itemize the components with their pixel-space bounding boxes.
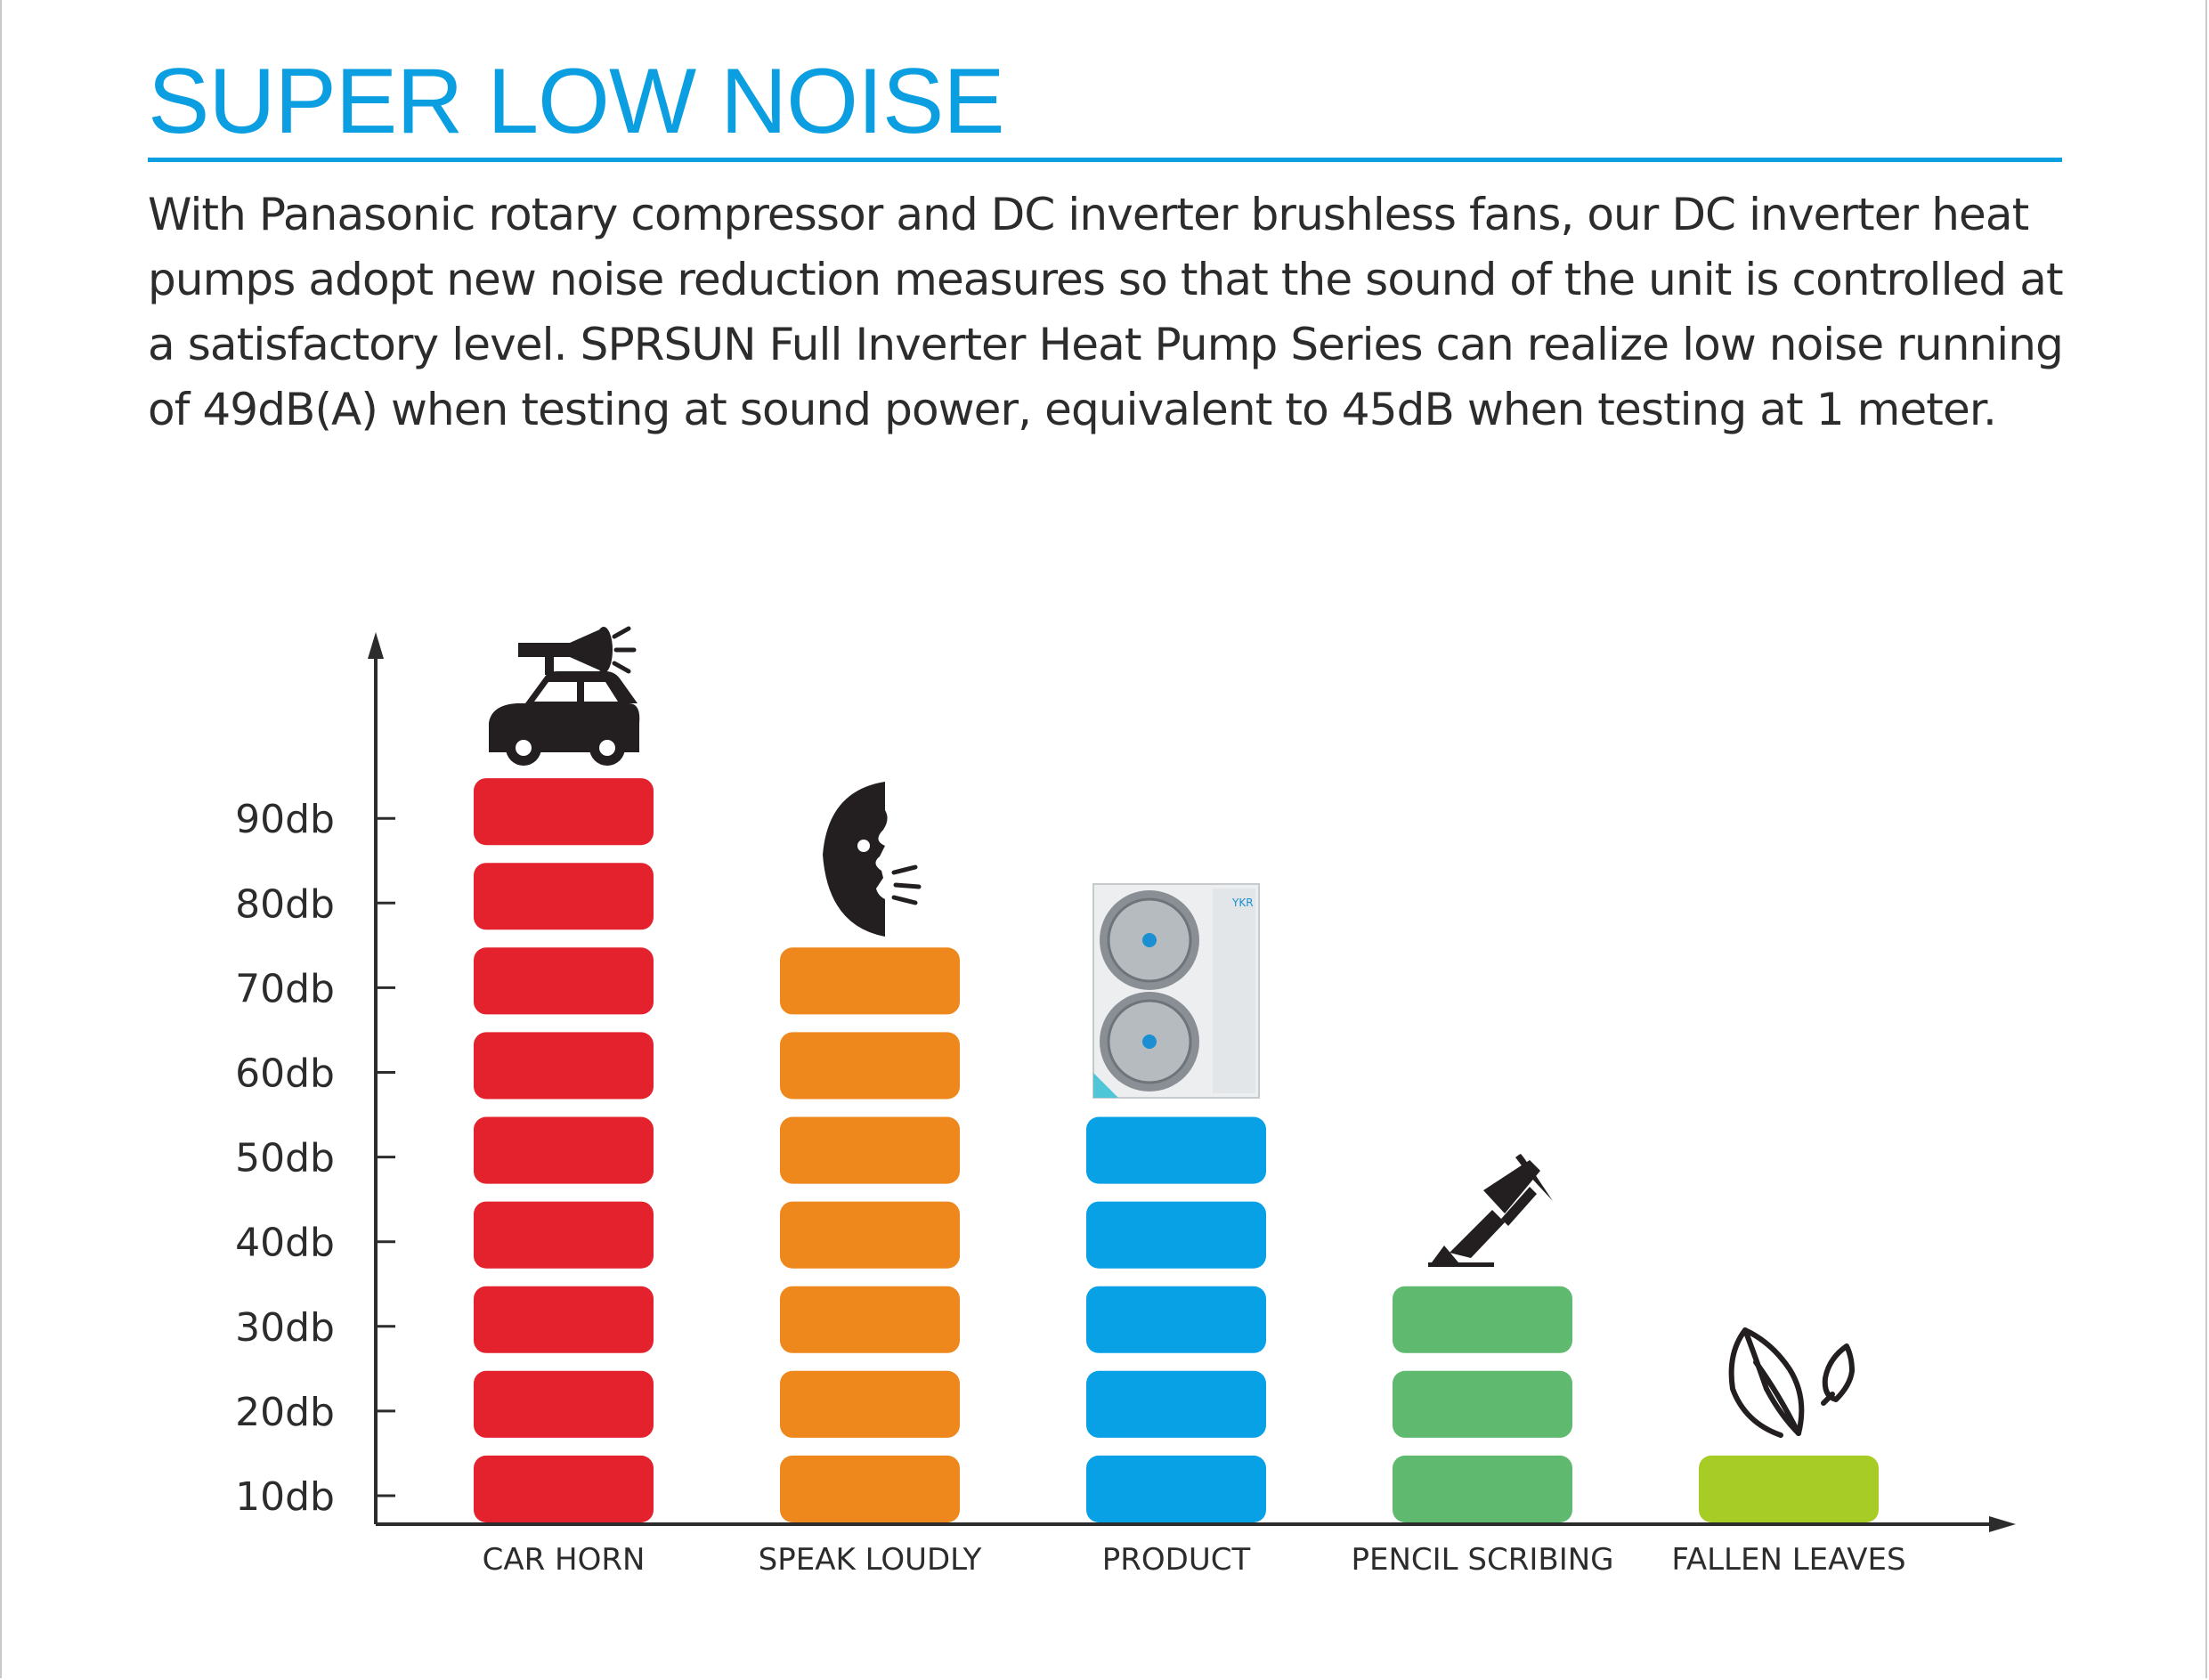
product-brand-label: YKR [1231,897,1254,909]
bar-segment [1086,1370,1266,1438]
bar-segment [1086,1455,1266,1522]
bar [474,778,654,1522]
bar-segment [1393,1286,1572,1353]
bar-segment [1086,1201,1266,1269]
y-tick-label: 30db [235,1305,335,1351]
bar-segment [1086,1286,1266,1353]
y-tick-label: 10db [235,1474,335,1520]
y-tick-label: 40db [235,1221,335,1266]
title-underline [148,158,2062,162]
y-axis-ticks: 10db 20db 30db 40db 50db 60db 70db 80db 90db [235,797,395,1520]
bar-segment [474,1032,654,1100]
x-category-label: PRODUCT [1102,1542,1251,1578]
bar [1393,1286,1572,1522]
bar [1086,1116,1266,1522]
bar-series [474,778,1879,1522]
page-title: SUPER LOW NOISE [148,50,1005,153]
y-tick-label: 70db [235,966,335,1011]
bar-segment [1393,1370,1572,1438]
heat-pump-unit-image: YKR [1092,883,1260,1099]
bar-segment [474,778,654,846]
bar-segment [474,1455,654,1522]
bar-segment [780,1116,960,1184]
y-tick-label: 80db [235,881,335,927]
bar-segment [474,1370,654,1438]
x-category-label: FALLEN LEAVES [1671,1542,1905,1578]
car-horn-icon [489,626,640,766]
bar-segment [474,863,654,930]
y-tick-label: 50db [235,1136,335,1181]
y-tick-label: 20db [235,1390,335,1435]
y-axis-arrow [368,632,384,659]
bar-segment [780,1455,960,1522]
bar-segment [780,1032,960,1100]
x-category-label: CAR HORN [483,1542,646,1578]
chart-axes [368,632,2016,1532]
x-category-label: SPEAK LOUDLY [759,1542,982,1578]
bar-segment [1699,1455,1879,1522]
intro-paragraph: With Panasonic rotary compressor and DC … [148,189,2064,435]
x-axis-labels: CAR HORN SPEAK LOUDLY PRODUCT PENCIL SCRIBI… [483,1542,1906,1578]
bar-segment [1393,1455,1572,1522]
x-axis-arrow [1989,1516,2016,1532]
bar-segment [474,1116,654,1184]
bar-segment [474,947,654,1015]
marker-pen-icon [1428,1154,1553,1267]
bar-segment [474,1286,654,1353]
leaves-icon [1728,1327,1855,1438]
bar [1699,1455,1879,1522]
bar-segment [780,1201,960,1269]
bar-segment [780,1370,960,1438]
y-tick-label: 90db [235,797,335,842]
x-category-label: PENCIL SCRIBING [1351,1542,1613,1578]
bar-segment [474,1201,654,1269]
speaking-face-icon [823,782,922,937]
bar-segment [780,1286,960,1353]
y-tick-label: 60db [235,1051,335,1097]
bar-segment [1086,1116,1266,1184]
bar-segment [780,947,960,1015]
bar [780,947,960,1522]
